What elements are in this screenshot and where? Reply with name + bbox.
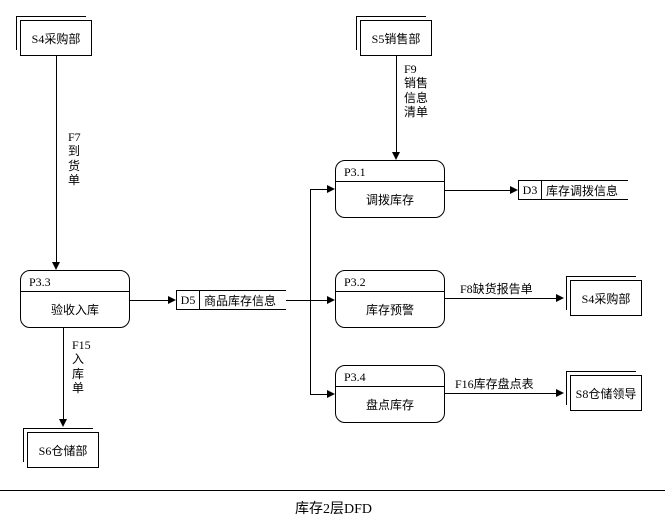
flow-p33-d5-line (130, 300, 170, 301)
entity-s6: S6仓储部 (27, 432, 99, 468)
process-id: P3.3 (29, 275, 51, 290)
dfd-canvas: S4采购部 S5销售部 S6仓储部 S4采购部 S8仓储领导 P3.3 验收入库… (0, 0, 665, 525)
flow-f9-label: F9销售信息清单 (404, 62, 428, 120)
flow-d5-p34-head (327, 390, 335, 398)
flow-label-text: F16库存盘点表 (455, 377, 534, 391)
process-name: 验收入库 (21, 291, 129, 327)
flow-f16-head (556, 389, 564, 397)
entity-label: S5销售部 (361, 21, 431, 55)
store-label: 库存调拨信息 (542, 180, 628, 200)
store-d3: D3 库存调拨信息 (518, 180, 628, 200)
process-p32: P3.2 库存预警 (335, 270, 445, 328)
entity-label: S6仓储部 (28, 433, 98, 467)
flow-label-text: F15入库单 (72, 338, 91, 396)
flow-d5-p31-line (310, 189, 328, 190)
footer-rule (0, 490, 665, 491)
entity-label: S4采购部 (21, 21, 91, 55)
entity-s4-top: S4采购部 (20, 20, 92, 56)
flow-f7-head (52, 262, 60, 270)
flow-f16-label: F16库存盘点表 (455, 377, 534, 391)
process-p33: P3.3 验收入库 (20, 270, 130, 328)
process-id: P3.2 (344, 275, 366, 290)
flow-f8-line (445, 298, 557, 299)
store-d5: D5 商品库存信息 (176, 290, 286, 310)
flow-p33-d5-head (168, 296, 176, 304)
flow-d5-branch-out (286, 300, 310, 301)
process-name: 调拨库存 (336, 181, 444, 217)
flow-d5-branch-vert (310, 189, 311, 395)
process-p34: P3.4 盘点库存 (335, 365, 445, 423)
flow-f7-line (56, 56, 57, 262)
flow-p31-d3-line (445, 190, 511, 191)
flow-d5-p34-line (310, 394, 328, 395)
flow-label-text: F7到货单 (68, 130, 81, 188)
store-id: D5 (176, 290, 200, 310)
process-id: P3.1 (344, 165, 366, 180)
flow-f15-line (63, 328, 64, 424)
store-label: 商品库存信息 (200, 290, 286, 310)
flow-d5-p32-line (310, 300, 328, 301)
entity-label: S8仓储领导 (571, 376, 641, 410)
entity-label: S4采购部 (571, 281, 641, 315)
flow-f16-line (445, 393, 557, 394)
flow-f9-line (396, 56, 397, 152)
process-name: 盘点库存 (336, 386, 444, 422)
flow-p31-d3-head (510, 186, 518, 194)
flow-f9-head (392, 152, 400, 160)
flow-f7-label: F7到货单 (68, 130, 81, 188)
flow-f8-head (556, 294, 564, 302)
store-id: D3 (518, 180, 542, 200)
entity-s4-right: S4采购部 (570, 280, 642, 316)
flow-d5-p32-head (327, 296, 335, 304)
entity-s5: S5销售部 (360, 20, 432, 56)
diagram-title: 库存2层DFD (295, 498, 372, 518)
flow-f15-label: F15入库单 (72, 338, 91, 396)
flow-f8-label: F8缺货报告单 (460, 282, 533, 296)
process-id: P3.4 (344, 370, 366, 385)
flow-label-text: F8缺货报告单 (460, 282, 533, 296)
flow-d5-p31-head (327, 185, 335, 193)
entity-s8: S8仓储领导 (570, 375, 642, 411)
flow-f15-head (59, 419, 67, 427)
flow-label-text: F9销售信息清单 (404, 62, 428, 120)
process-name: 库存预警 (336, 291, 444, 327)
process-p31: P3.1 调拨库存 (335, 160, 445, 218)
